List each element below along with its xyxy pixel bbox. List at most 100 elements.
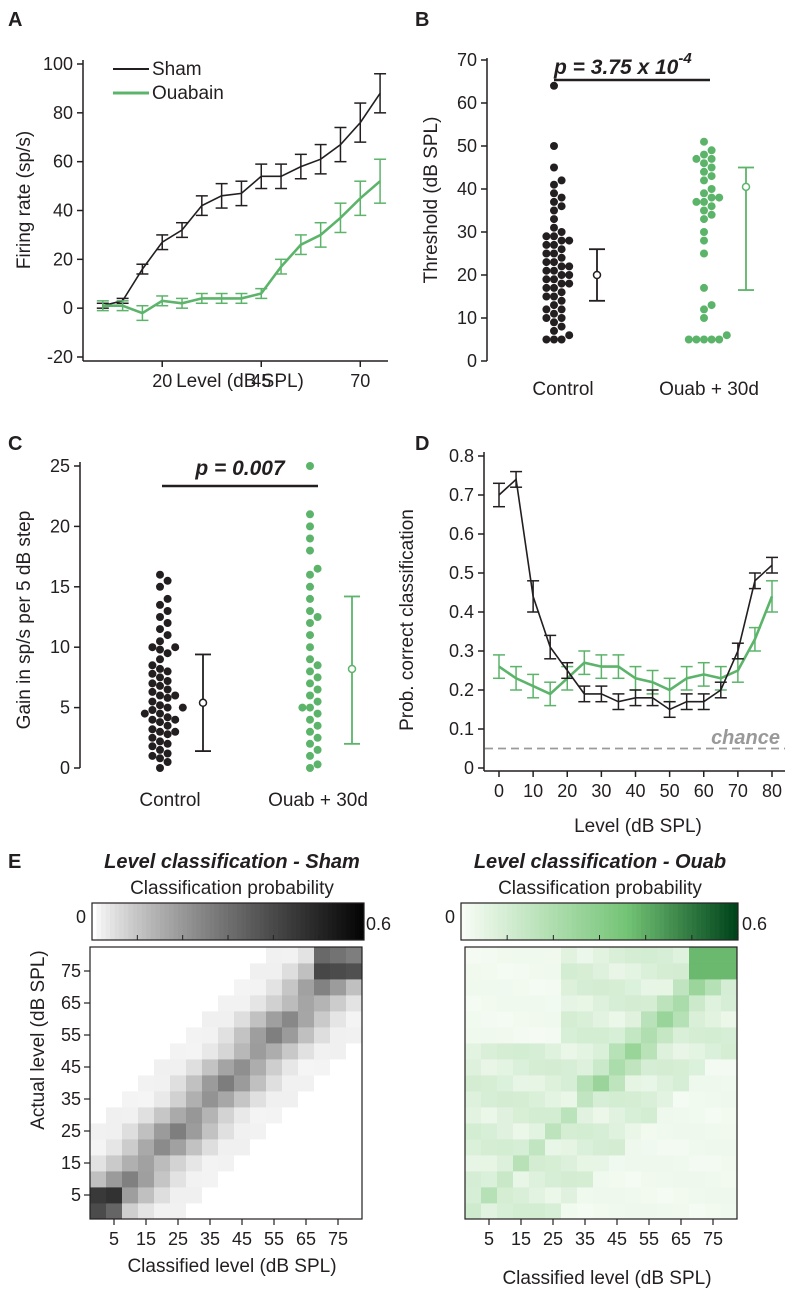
e-ouab-cell [689,1011,706,1028]
c-y-tick-label: 0 [60,758,70,778]
e-ouab-cell [545,1107,562,1124]
e-ouab-cell [721,1107,738,1124]
e-ouab-cell [545,1171,562,1188]
e-ouab-cell [721,1123,738,1140]
e-ouab-cell [609,1155,626,1172]
e-ouab-cell [641,995,658,1012]
e-sham-colorbar-swatch [286,903,292,940]
e-ouab-cell [481,1011,498,1028]
e-sham-colorbar-swatch [187,903,193,940]
e-ouab-colorbar-swatch [562,903,568,940]
b-control-point [557,176,566,185]
e-ouab-colorbar-swatch [687,903,693,940]
e-ouab-cell [673,1203,690,1220]
e-ouab-cell [689,1203,706,1220]
c-control-point [148,679,157,688]
d-y-tick-label: 0.5 [449,563,474,583]
e-sham-cell [314,1107,331,1124]
e-sham-cell [202,1171,219,1188]
c-control-mean-marker [198,698,208,708]
e-ouab-cell [689,995,706,1012]
e-sham-cell [202,1155,219,1172]
e-ouab-cell [593,1075,610,1092]
e-ouab-x-tick-label: 65 [671,1229,691,1249]
e-sham-cell [298,1139,315,1156]
b-category-label: Control [532,379,593,400]
e-sham-colorbar-swatch [318,903,324,940]
e-sham-cell [90,1043,107,1060]
e-sham-cell [250,1171,267,1188]
e-ouab-cell [641,1059,658,1076]
e-sham-cell [186,963,203,980]
e-sham-cell [154,1123,171,1140]
e-sham-cell [282,995,299,1012]
e-sham-colorbar-swatch [250,903,256,940]
e-ouab-cell [513,1171,530,1188]
c-control-point [148,661,157,670]
e-ouab-cell [657,1107,674,1124]
e-ouab-colorbar-swatch [627,903,633,940]
e-ouab-cell [657,1139,674,1156]
c-control-point [171,691,180,700]
e-sham-colorbar-swatch [96,903,102,940]
d-sham-line [498,477,773,711]
e-sham-cell [138,979,155,996]
e-ouab-cell [545,963,562,980]
b-ouab-point [700,150,708,159]
e-ouab-cell [705,1075,722,1092]
e-ouab-cell [609,979,626,996]
e-sham-colorbar-swatch [205,903,211,940]
e-sham-cell [330,1187,347,1204]
b-control-point [557,262,566,271]
e-ouab-cell [625,1059,642,1076]
e-ouab-cell [625,1203,642,1220]
b-control-point [542,258,551,267]
b-control-mean-marker [592,270,602,280]
e-ouab-colorbar-swatch [484,903,490,940]
e-sham-colorbar-swatch [209,903,215,940]
e-ouab-colorbar-swatch [728,903,734,940]
e-ouab-colorbar-swatch [474,903,480,940]
e-sham-cell [106,995,123,1012]
e-ouab-cell [641,1203,658,1220]
e-ouab-cell [577,963,594,980]
e-sham-x-tick-label: 65 [296,1229,316,1249]
e-sham-cell [218,1075,235,1092]
e-ouab-cell [465,1027,482,1044]
e-sham-cell [202,1139,219,1156]
e-ouab-colorbar-swatch [599,903,605,940]
e-sham-cell [154,947,171,964]
e-ouab-cell [513,1155,530,1172]
e-ouab-cell [657,1203,674,1220]
e-sham-cell [122,1107,139,1124]
e-ouab-cell [593,1011,610,1028]
e-sham-cell [202,1043,219,1060]
e-ouab-cell [497,1203,514,1220]
e-sham-colorbar-swatch [255,903,261,940]
e-ouab-cell [673,1107,690,1124]
e-sham-cell [218,963,235,980]
e-sham-cell [282,1011,299,1028]
e-ouab-cell [705,1123,722,1140]
b-control-point [542,232,551,241]
b-control-point [550,232,558,241]
e-sham-colorbar-swatch [350,903,356,940]
e-sham-cell [282,1027,299,1044]
e-sham-cell [266,1171,283,1188]
c-ouab-point [306,631,314,640]
b-control-point [542,240,551,249]
e-sham-cell [218,1187,235,1204]
e-ouab-cell [721,1027,738,1044]
e-sham-cell [202,1059,219,1076]
c-control-point [156,645,164,654]
e-ouab-cell [577,1107,594,1124]
e-sham-cell [202,1187,219,1204]
e-sham-cell [186,1059,203,1076]
e-ouab-cell [625,1123,642,1140]
panel-letter-b: B [415,9,429,31]
e-sham-cell [154,1075,171,1092]
e-ouab-cell [529,1091,546,1108]
e-ouab-cell [497,1187,514,1204]
e-sham-cell [186,1075,203,1092]
